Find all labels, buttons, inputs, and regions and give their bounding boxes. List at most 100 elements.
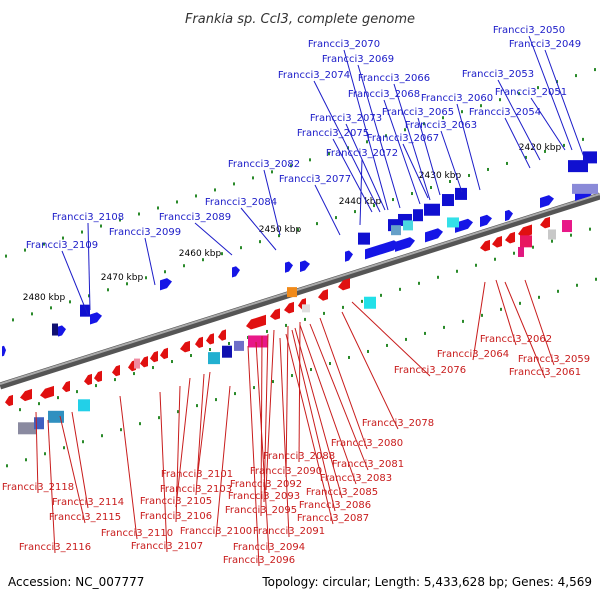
track-dot [240, 246, 242, 250]
forward-gene-arrow [2, 345, 6, 357]
leader-line [314, 184, 341, 236]
forward-gene-arrow [540, 195, 554, 208]
leader-line [313, 80, 381, 213]
track-dot [354, 210, 356, 214]
track-dot [519, 301, 521, 305]
track-dot [44, 452, 46, 456]
track-dot [195, 194, 197, 198]
scale-tick-label: 2440 kbp [339, 197, 382, 207]
reverse-gene-arrow [20, 388, 32, 402]
track-dot [348, 355, 350, 359]
gene-label: Francci3_2067 [367, 133, 439, 144]
track-dot [443, 325, 445, 329]
reverse-gene-arrow [480, 239, 490, 252]
leader-line [263, 333, 269, 503]
track-dot [133, 372, 135, 376]
forward-gene-box [447, 217, 459, 228]
track-dot [316, 222, 318, 226]
forward-gene-box [391, 225, 401, 236]
track-dot [190, 354, 192, 358]
track-dot [575, 74, 577, 78]
leader-line [495, 279, 517, 346]
track-dot [297, 228, 299, 232]
leader-line [351, 301, 431, 377]
gene-label: Francci3_2082 [228, 159, 300, 170]
gene-label: Francci3_2094 [233, 542, 305, 553]
gene-label: Francci3_2054 [469, 107, 541, 118]
track-dot [81, 230, 83, 234]
track-dot [25, 458, 27, 462]
track-dot [145, 276, 147, 280]
track-dot [481, 313, 483, 317]
track-guide-dots [5, 68, 597, 468]
track-dot [202, 258, 204, 262]
forward-gene-arrow [90, 312, 102, 325]
reverse-strand-features [5, 216, 572, 435]
genome-summary-text: Topology: circular; Length: 5,433,628 bp… [261, 575, 592, 589]
leader-line [524, 279, 555, 366]
track-dot [176, 200, 178, 204]
track-dot [576, 283, 578, 287]
reverse-gene-box [562, 220, 572, 233]
leader-line [196, 371, 211, 481]
track-dot [164, 270, 166, 274]
gene-label: Francci3_2087 [297, 513, 369, 524]
scale-ticks: 2420 kbp 2430 kbp 2440 kbp 2450 kbp 2460 kbp… [23, 143, 562, 303]
gene-label: Francci3_2114 [52, 497, 124, 508]
track-dot [442, 116, 444, 120]
track-dot [6, 464, 8, 468]
reverse-gene-box [548, 229, 556, 240]
leader-line [255, 341, 270, 554]
forward-gene-box [413, 209, 423, 222]
track-dot [557, 289, 559, 293]
track-dot [228, 341, 230, 345]
leader-line [393, 83, 431, 201]
leader-line [544, 49, 586, 161]
track-dot [304, 317, 306, 321]
gene-label: Francci3_2074 [278, 70, 350, 81]
forward-gene-arrow [160, 278, 172, 291]
forward-gene-arrow [232, 266, 240, 278]
track-dot [82, 440, 84, 444]
forward-gene-arrow [365, 240, 399, 260]
reverse-gene-arrow [94, 370, 102, 382]
leader-line [299, 324, 357, 485]
reverse-gene-box [18, 422, 36, 435]
gene-label: Francci3_2116 [19, 542, 91, 553]
leader-line [175, 377, 191, 508]
leader-line [504, 117, 531, 169]
gene-label: Francci3_2050 [493, 25, 565, 36]
leader-line [472, 281, 486, 361]
forward-gene-arrow [345, 250, 353, 262]
track-dot [329, 362, 331, 365]
track-dot [253, 386, 255, 390]
gene-label: Francci3_2099 [109, 227, 181, 238]
reverse-gene-box [234, 340, 244, 351]
reverse-gene-arrow [140, 356, 148, 368]
track-dot [252, 176, 254, 180]
track-dot [342, 305, 344, 309]
track-dot [544, 149, 546, 153]
track-dot [551, 239, 553, 243]
leader-line [309, 323, 369, 471]
leader-line [332, 138, 373, 213]
track-dot [196, 404, 198, 408]
forward-gene-box [52, 323, 58, 336]
track-dot [38, 402, 40, 406]
track-dot [437, 275, 439, 279]
reverse-gene-box [518, 246, 524, 257]
gene-label: Francci3_2051 [495, 87, 567, 98]
track-dot [468, 173, 470, 177]
reverse-gene-arrow [518, 224, 532, 238]
reverse-gene-arrow [160, 347, 168, 360]
leader-line [279, 337, 290, 538]
track-dot [373, 204, 375, 208]
track-dot [570, 233, 572, 237]
track-dot [278, 234, 280, 238]
track-dot [518, 92, 520, 96]
reverse-gene-arrow [540, 216, 550, 229]
reverse-gene-box [302, 304, 310, 313]
gene-label: Francci3_2095 [225, 505, 297, 516]
